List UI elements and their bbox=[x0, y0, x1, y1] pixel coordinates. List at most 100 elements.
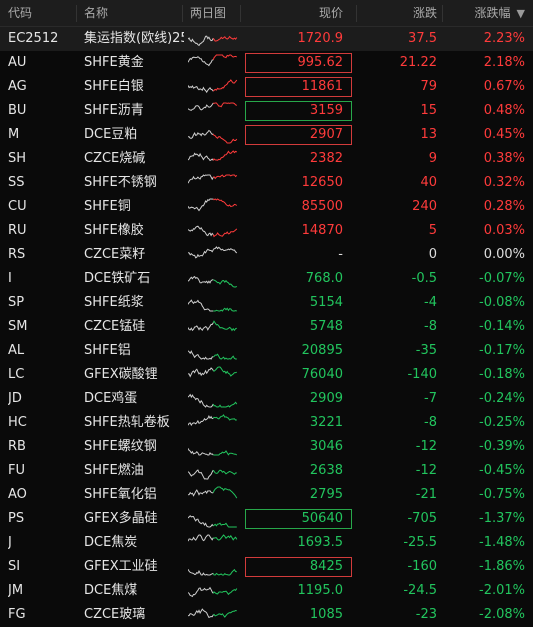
table-row[interactable]: RB SHFE螺纹钢 3046 -12 -0.39% bbox=[0, 435, 533, 459]
sparkline-day2 bbox=[213, 609, 237, 618]
change-percent: -0.17% bbox=[479, 343, 525, 358]
last-price: 5154 bbox=[309, 295, 343, 310]
last-price: 5748 bbox=[309, 319, 343, 334]
table-row[interactable]: JM DCE焦煤 1195.0 -24.5 -2.01% bbox=[0, 579, 533, 603]
price-flash-box bbox=[245, 53, 352, 73]
contract-name: SHFE热轧卷板 bbox=[84, 415, 170, 430]
last-price: 1195.0 bbox=[297, 583, 344, 598]
table-row[interactable]: JD DCE鸡蛋 2909 -7 -0.24% bbox=[0, 387, 533, 411]
contract-name: DCE豆粕 bbox=[84, 127, 138, 142]
change-percent: -0.08% bbox=[479, 295, 525, 310]
price-change: -12 bbox=[415, 439, 437, 454]
contract-name: GFEX多晶硅 bbox=[84, 511, 158, 526]
header-code[interactable]: 代码 bbox=[8, 6, 33, 20]
header-divider bbox=[356, 5, 357, 22]
table-row[interactable]: RS CZCE菜籽 - 0 0.00% bbox=[0, 243, 533, 267]
change-percent: -0.18% bbox=[479, 367, 525, 382]
table-row[interactable]: SH CZCE烧碱 2382 9 0.38% bbox=[0, 147, 533, 171]
change-percent: 0.03% bbox=[483, 223, 525, 238]
table-row[interactable]: SP SHFE纸浆 5154 -4 -0.08% bbox=[0, 291, 533, 315]
sparkline-day1 bbox=[188, 56, 214, 67]
table-row[interactable]: EC2512 集运指数(欧线)25 1720.9 37.5 2.23% bbox=[0, 27, 533, 51]
last-price: 2795 bbox=[309, 487, 343, 502]
two-day-sparkline bbox=[188, 608, 237, 619]
contract-code: FU bbox=[8, 463, 25, 478]
contract-code: SP bbox=[8, 295, 25, 310]
header-sparkline[interactable]: 两日图 bbox=[190, 6, 227, 20]
header-divider bbox=[182, 5, 183, 22]
two-day-sparkline bbox=[188, 586, 238, 598]
contract-name: GFEX碳酸锂 bbox=[84, 367, 158, 382]
change-percent: -1.86% bbox=[479, 559, 525, 574]
table-row[interactable]: SS SHFE不锈钢 12650 40 0.32% bbox=[0, 171, 533, 195]
two-day-sparkline bbox=[188, 198, 238, 212]
contract-code: SI bbox=[8, 559, 21, 574]
header-change[interactable]: 涨跌 bbox=[412, 6, 437, 20]
sparkline-day1 bbox=[188, 393, 214, 408]
table-row[interactable]: RU SHFE橡胶 14870 5 0.03% bbox=[0, 219, 533, 243]
header-name[interactable]: 名称 bbox=[84, 6, 109, 20]
table-row[interactable]: CU SHFE铜 85500 240 0.28% bbox=[0, 195, 533, 219]
table-row[interactable]: AL SHFE铝 20895 -35 -0.17% bbox=[0, 339, 533, 363]
last-price: 1720.9 bbox=[297, 31, 344, 46]
price-change: -160 bbox=[407, 559, 437, 574]
sparkline-day1 bbox=[188, 415, 214, 427]
table-row[interactable]: AG SHFE白银 11861 79 0.67% bbox=[0, 75, 533, 99]
two-day-sparkline bbox=[188, 299, 237, 312]
sparkline-day2 bbox=[212, 246, 238, 254]
contract-code: AL bbox=[8, 343, 25, 358]
contract-code: SH bbox=[8, 151, 27, 166]
last-price: 2907 bbox=[309, 127, 343, 142]
sparkline-day2 bbox=[212, 469, 237, 475]
table-row[interactable]: SI GFEX工业硅 8425 -160 -1.86% bbox=[0, 555, 533, 579]
table-row[interactable]: FG CZCE玻璃 1085 -23 -2.08% bbox=[0, 603, 533, 627]
price-change: 79 bbox=[420, 79, 437, 94]
table-row[interactable]: J DCE焦炭 1693.5 -25.5 -1.48% bbox=[0, 531, 533, 555]
last-price: 3221 bbox=[309, 415, 343, 430]
header-change-pct[interactable]: 涨跌幅 ▼ bbox=[441, 0, 525, 27]
two-day-sparkline bbox=[188, 174, 238, 184]
price-flash-box bbox=[245, 509, 352, 529]
sort-icon[interactable]: ▼ bbox=[516, 7, 525, 20]
sparkline-day1 bbox=[188, 248, 214, 259]
table-row[interactable]: HC SHFE热轧卷板 3221 -8 -0.25% bbox=[0, 411, 533, 435]
table-row[interactable]: LC GFEX碳酸锂 76040 -140 -0.18% bbox=[0, 363, 533, 387]
last-price: 3046 bbox=[309, 439, 343, 454]
contract-name: SHFE白银 bbox=[84, 79, 144, 94]
table-row[interactable]: SM CZCE锰硅 5748 -8 -0.14% bbox=[0, 315, 533, 339]
sparkline-day1 bbox=[188, 608, 214, 619]
contract-code: FG bbox=[8, 607, 26, 622]
header-price[interactable]: 现价 bbox=[318, 6, 343, 20]
contract-name: SHFE燃油 bbox=[84, 463, 144, 478]
change-percent: -0.07% bbox=[479, 271, 525, 286]
change-percent: 0.38% bbox=[483, 151, 525, 166]
sparkline-day1 bbox=[188, 586, 214, 598]
contract-code: HC bbox=[8, 415, 27, 430]
sparkline-day2 bbox=[212, 54, 237, 60]
last-price: 1693.5 bbox=[297, 535, 344, 550]
two-day-sparkline bbox=[188, 393, 238, 408]
two-day-sparkline bbox=[188, 54, 237, 67]
sparkline-day2 bbox=[213, 174, 238, 180]
last-price: 14870 bbox=[301, 223, 343, 238]
sparkline-day1 bbox=[188, 275, 214, 284]
table-row[interactable]: PS GFEX多晶硅 50640 -705 -1.37% bbox=[0, 507, 533, 531]
price-change: -140 bbox=[407, 367, 437, 382]
table-row[interactable]: FU SHFE燃油 2638 -12 -0.45% bbox=[0, 459, 533, 483]
sparkline-day1 bbox=[188, 367, 214, 378]
contract-name: DCE铁矿石 bbox=[84, 271, 151, 286]
change-percent: -1.37% bbox=[479, 511, 525, 526]
table-row[interactable]: BU SHFE沥青 3159 15 0.48% bbox=[0, 99, 533, 123]
table-row[interactable]: M DCE豆粕 2907 13 0.45% bbox=[0, 123, 533, 147]
change-percent: -2.01% bbox=[479, 583, 525, 598]
table-row[interactable]: AO SHFE氧化铝 2795 -21 -0.75% bbox=[0, 483, 533, 507]
sparkline-day2 bbox=[212, 133, 238, 144]
two-day-sparkline bbox=[188, 102, 238, 111]
two-day-sparkline bbox=[188, 246, 238, 259]
table-row[interactable]: AU SHFE黄金 995.62 21.22 2.18% bbox=[0, 51, 533, 75]
last-price: 85500 bbox=[301, 199, 343, 214]
contract-code: EC2512 bbox=[8, 31, 59, 46]
sparkline-day2 bbox=[213, 534, 238, 541]
contract-code: I bbox=[8, 271, 12, 286]
table-row[interactable]: I DCE铁矿石 768.0 -0.5 -0.07% bbox=[0, 267, 533, 291]
